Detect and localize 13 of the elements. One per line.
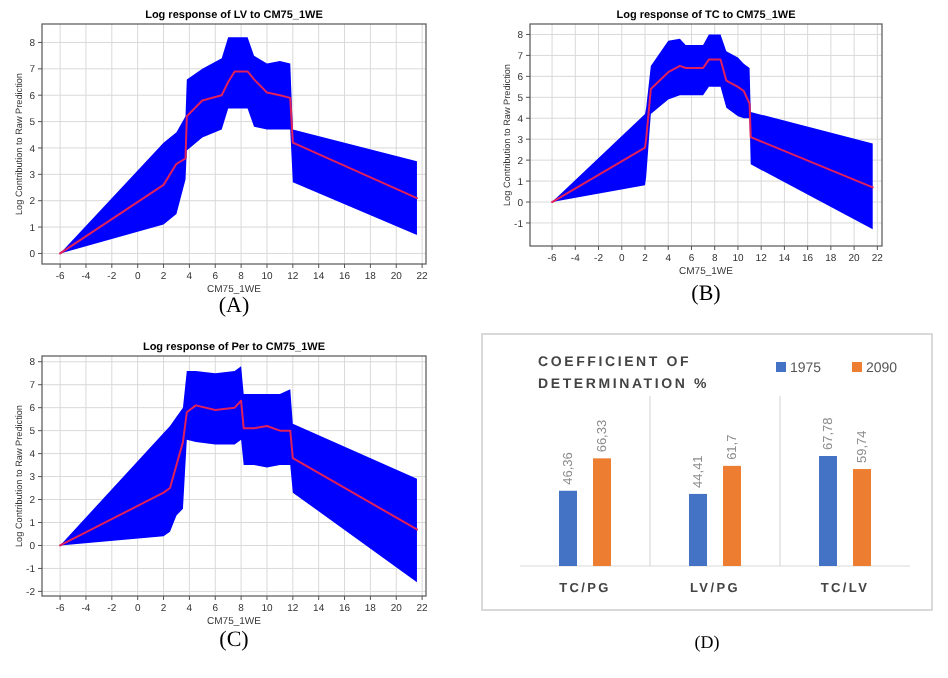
bar <box>593 458 611 566</box>
text: (A) <box>218 294 250 318</box>
bar <box>853 469 871 566</box>
bar <box>689 493 707 566</box>
line-series <box>59 399 418 547</box>
bar <box>559 490 577 566</box>
text: (C) <box>219 628 250 652</box>
bar <box>819 456 837 566</box>
line-series <box>551 58 874 204</box>
text: (D) <box>694 632 720 652</box>
bar <box>723 465 741 566</box>
line-series <box>59 70 418 255</box>
text: (B) <box>691 282 722 306</box>
